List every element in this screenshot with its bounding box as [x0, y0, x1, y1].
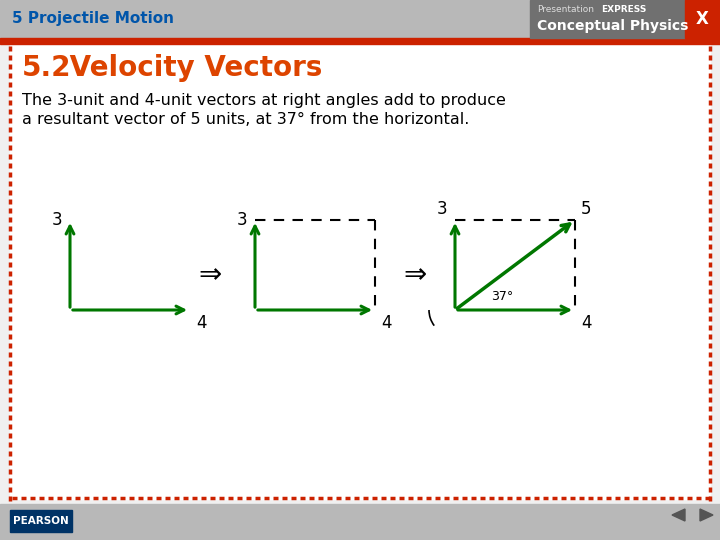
Text: 4: 4 — [581, 314, 592, 332]
Text: 5: 5 — [581, 200, 592, 218]
Text: ⇒: ⇒ — [403, 261, 427, 289]
Bar — [530, 0, 685, 38]
Text: 3: 3 — [436, 200, 447, 218]
Bar — [0, 504, 720, 540]
Text: ⇒: ⇒ — [199, 261, 222, 289]
Bar — [10, 510, 72, 532]
Polygon shape — [672, 509, 685, 521]
Text: Conceptual Physics: Conceptual Physics — [537, 19, 688, 33]
Text: Velocity Vectors: Velocity Vectors — [60, 54, 323, 82]
Text: The 3-unit and 4-unit vectors at right angles add to produce: The 3-unit and 4-unit vectors at right a… — [22, 92, 506, 107]
Polygon shape — [700, 509, 713, 521]
Text: 4: 4 — [196, 314, 207, 332]
Text: 5 Projectile Motion: 5 Projectile Motion — [12, 11, 174, 26]
Bar — [0, 38, 720, 42]
Bar — [10, 44, 710, 499]
Text: 5.2: 5.2 — [22, 54, 71, 82]
Text: EXPRESS: EXPRESS — [601, 5, 647, 15]
Text: 3: 3 — [51, 211, 62, 229]
Text: 3: 3 — [236, 211, 247, 229]
Text: PEARSON: PEARSON — [13, 516, 69, 526]
Bar — [0, 0, 720, 38]
Text: Presentation: Presentation — [537, 5, 594, 15]
Bar — [685, 0, 720, 38]
Text: 4: 4 — [381, 314, 392, 332]
Text: a resultant vector of 5 units, at 37° from the horizontal.: a resultant vector of 5 units, at 37° fr… — [22, 112, 469, 127]
Text: X: X — [696, 10, 708, 28]
Bar — [0, 42, 720, 44]
Text: 37°: 37° — [491, 289, 513, 302]
